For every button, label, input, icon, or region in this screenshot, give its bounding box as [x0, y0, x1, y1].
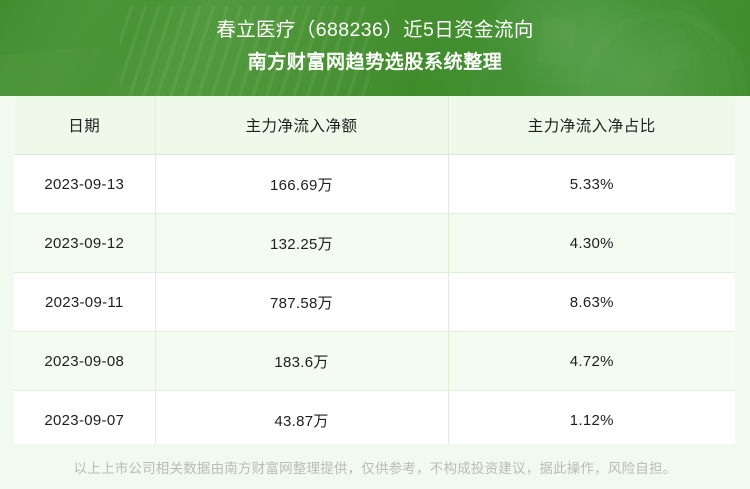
cell-net-ratio: 8.63% — [448, 272, 735, 332]
cell-net-inflow: 132.25万 — [155, 213, 449, 273]
cell-net-ratio: 5.33% — [448, 154, 735, 214]
left-gutter — [0, 96, 14, 444]
fund-flow-table-container: 日期 主力净流入净额 主力净流入净占比 2023-09-13 166.69万 5… — [14, 96, 735, 450]
table-row: 2023-09-08 183.6万 4.72% — [14, 331, 735, 391]
column-header-net-inflow: 主力净流入净额 — [155, 96, 449, 155]
table-row: 2023-09-13 166.69万 5.33% — [14, 154, 735, 214]
table-row: 2023-09-11 787.58万 8.63% — [14, 272, 735, 332]
page-subtitle: 南方财富网趋势选股系统整理 — [247, 52, 503, 73]
column-header-date: 日期 — [14, 96, 156, 155]
table-row: 2023-09-07 43.87万 1.12% — [14, 390, 735, 450]
cell-date: 2023-09-08 — [14, 331, 156, 391]
title-block: 春立医疗（688236）近5日资金流向 南方财富网趋势选股系统整理 — [0, 0, 750, 75]
cell-date: 2023-09-12 — [14, 213, 156, 273]
cell-net-inflow: 166.69万 — [155, 154, 449, 214]
cell-net-inflow: 183.6万 — [155, 331, 449, 391]
cell-net-ratio: 1.12% — [448, 390, 735, 450]
cell-date: 2023-09-13 — [14, 154, 156, 214]
page-title: 春立医疗（688236）近5日资金流向 — [216, 19, 534, 41]
right-gutter — [736, 96, 750, 444]
table-row: 2023-09-12 132.25万 4.30% — [14, 213, 735, 273]
table-body: 2023-09-13 166.69万 5.33% 2023-09-12 132.… — [14, 154, 735, 450]
cell-net-ratio: 4.72% — [448, 331, 735, 391]
cell-net-inflow: 787.58万 — [155, 272, 449, 332]
cell-date: 2023-09-11 — [14, 272, 156, 332]
header-banner: 春立医疗（688236）近5日资金流向 南方财富网趋势选股系统整理 — [0, 0, 750, 96]
table-header: 日期 主力净流入净额 主力净流入净占比 — [14, 96, 735, 155]
cell-net-ratio: 4.30% — [448, 213, 735, 273]
footer: 以上上市公司相关数据由南方财富网整理提供，仅供参考，不构成投资建议，据此操作，风… — [0, 444, 750, 489]
cell-net-inflow: 43.87万 — [155, 390, 449, 450]
cell-date: 2023-09-07 — [14, 390, 156, 450]
disclaimer-text: 以上上市公司相关数据由南方财富网整理提供，仅供参考，不构成投资建议，据此操作，风… — [73, 460, 677, 476]
column-header-net-ratio: 主力净流入净占比 — [448, 96, 735, 155]
table-header-row: 日期 主力净流入净额 主力净流入净占比 — [14, 96, 735, 155]
fund-flow-table: 日期 主力净流入净额 主力净流入净占比 2023-09-13 166.69万 5… — [14, 96, 735, 450]
